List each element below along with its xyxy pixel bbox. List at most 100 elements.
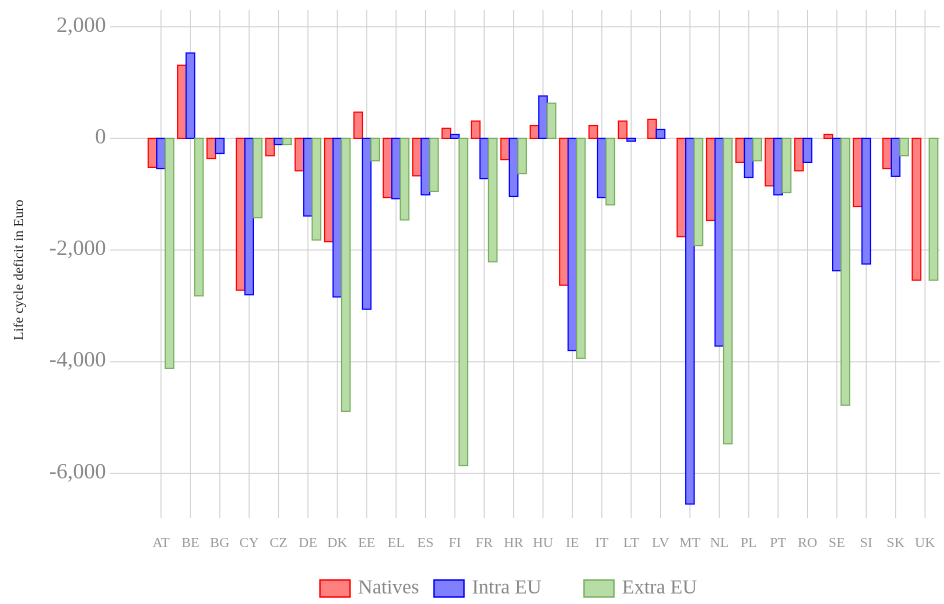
bar — [852, 137, 863, 208]
x-tick-label: FR — [476, 536, 494, 551]
bar — [823, 133, 834, 139]
bar — [273, 137, 284, 146]
bar — [882, 137, 892, 170]
bar — [617, 120, 628, 139]
x-tick-label: SE — [829, 536, 845, 551]
bar — [441, 127, 452, 139]
bar — [714, 137, 725, 347]
bar — [361, 137, 372, 310]
bar — [185, 52, 196, 139]
bar — [382, 137, 393, 199]
legend-label: Natives — [358, 577, 419, 599]
bar — [676, 137, 687, 238]
x-tick-label: IT — [595, 536, 609, 551]
bar — [323, 137, 334, 243]
x-tick-label: CZ — [270, 536, 288, 551]
bar — [567, 137, 578, 352]
bar — [412, 137, 422, 177]
x-tick-label: EE — [358, 536, 375, 551]
bar — [164, 137, 175, 369]
x-tick-label: SK — [887, 536, 905, 551]
x-tick-label: LV — [652, 536, 669, 551]
x-tick-label: DK — [327, 536, 347, 551]
bar — [928, 137, 939, 281]
x-tick-label: DE — [299, 536, 318, 551]
x-tick-label: LT — [623, 536, 639, 551]
bar — [538, 95, 548, 139]
bar — [764, 137, 775, 187]
bar — [449, 133, 460, 139]
x-tick-label: HU — [533, 536, 553, 551]
bar — [576, 137, 586, 359]
x-tick-label: IE — [566, 536, 579, 551]
x-tick-label: PT — [770, 536, 787, 551]
bar — [500, 137, 510, 161]
bar — [282, 137, 292, 146]
x-tick-label: CY — [239, 536, 258, 551]
x-tick-label: PL — [741, 536, 757, 551]
x-tick-label: BG — [210, 536, 229, 551]
y-tick-label: -2,000 — [49, 235, 106, 260]
bar — [399, 137, 410, 221]
bar — [605, 137, 616, 206]
x-tick-label: AT — [152, 536, 170, 551]
bar — [508, 137, 519, 198]
x-tick-label: RO — [798, 536, 817, 551]
bar — [244, 137, 255, 296]
bar — [517, 137, 527, 175]
bar — [303, 137, 313, 217]
bar — [529, 124, 540, 139]
bar — [559, 137, 569, 286]
bar — [206, 137, 217, 160]
bar — [752, 137, 763, 162]
x-tick-label: BE — [181, 536, 199, 551]
bar — [588, 124, 599, 139]
bar — [470, 120, 481, 139]
x-tick-label: MT — [679, 536, 700, 551]
bar — [781, 137, 792, 194]
bar — [177, 64, 187, 139]
bar — [479, 137, 490, 180]
bar — [705, 137, 716, 222]
bar — [147, 137, 158, 169]
bar — [420, 137, 431, 196]
y-tick-label: 0 — [95, 123, 106, 148]
bar — [899, 137, 909, 157]
legend-swatch — [433, 579, 465, 598]
bar — [911, 137, 922, 281]
bar — [743, 137, 754, 179]
x-tick-label: UK — [915, 536, 935, 551]
bar — [802, 137, 813, 163]
bar — [840, 137, 851, 406]
y-tick-label: -6,000 — [49, 458, 106, 483]
legend-swatch — [583, 579, 615, 598]
bar — [655, 128, 666, 139]
bar — [340, 137, 351, 412]
bar — [626, 137, 637, 142]
bar — [794, 137, 804, 172]
bar — [693, 137, 704, 247]
legend-swatch — [319, 579, 351, 598]
bar — [429, 137, 439, 193]
bar — [235, 137, 246, 291]
bar — [861, 137, 872, 265]
bar — [722, 137, 733, 445]
bar — [311, 137, 322, 241]
x-tick-label: SI — [860, 536, 873, 551]
bar — [647, 118, 657, 139]
bar — [735, 137, 746, 163]
bar — [458, 137, 469, 467]
bar — [370, 137, 381, 162]
y-axis-label: Life cycle deficit in Euro — [12, 200, 27, 341]
bar — [773, 137, 783, 196]
bar — [294, 137, 305, 172]
bar — [685, 137, 695, 505]
y-tick-label: -4,000 — [49, 347, 106, 372]
bar — [332, 137, 343, 298]
bar — [831, 137, 842, 272]
bar — [353, 111, 364, 139]
bar — [596, 137, 607, 199]
bar — [156, 137, 166, 170]
bar — [546, 102, 557, 139]
